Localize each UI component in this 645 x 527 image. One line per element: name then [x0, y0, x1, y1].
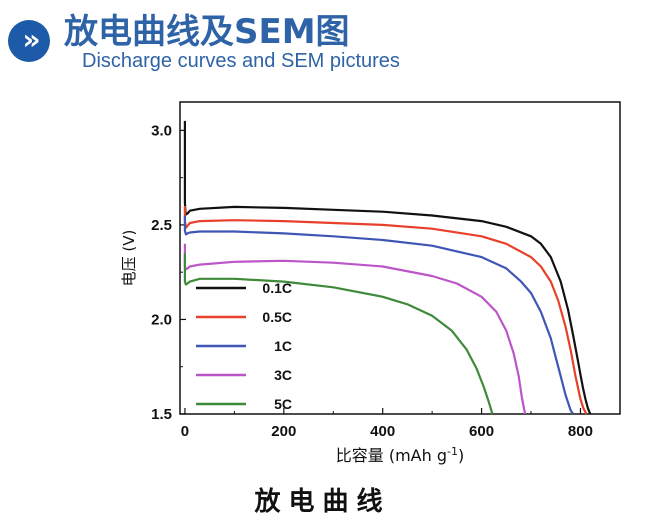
legend-label: 0.5C: [262, 309, 292, 325]
legend-label: 3C: [274, 367, 292, 383]
series-line-0.1C: [183, 120, 592, 415]
y-axis-label: 电压 (V): [120, 230, 138, 287]
x-axis-label: 比容量 (mAh g-1): [336, 445, 464, 465]
legend: 0.1C 0.5C 1C 3C 5C: [196, 280, 292, 412]
legend-label: 0.1C: [262, 280, 292, 296]
x-tick-label: 600: [469, 423, 494, 440]
discharge-chart: 0 200 400 600 800 1.5 2.0 2.5 3.0 0.1C 0.5C 1C 3C 5C…: [120, 101, 621, 465]
x-tick-label: 400: [370, 423, 395, 440]
figure-caption: 放电曲线: [254, 487, 391, 517]
axis-ticks: 0 200 400 600 800 1.5 2.0 2.5 3.0: [151, 122, 593, 440]
legend-label: 1C: [274, 338, 292, 354]
double-chevron-right-icon: »: [8, 20, 50, 62]
page-title: 放电曲线及SEM图: [64, 12, 350, 52]
page-subtitle: Discharge curves and SEM pictures: [82, 50, 400, 72]
series-lines: [183, 120, 592, 415]
series-line-5C: [183, 253, 494, 415]
legend-label: 5C: [274, 396, 292, 412]
plot-frame: [179, 101, 621, 415]
series-line-3C: [183, 243, 527, 415]
y-tick-label: 3.0: [151, 122, 172, 139]
x-tick-label: 0: [181, 423, 189, 440]
series-line-1C: [183, 215, 574, 415]
series-line-0.5C: [183, 206, 588, 415]
y-tick-label: 2.0: [151, 311, 172, 328]
header: » 放电曲线及SEM图 Discharge curves and SEM pic…: [0, 0, 645, 82]
y-tick-label: 1.5: [151, 406, 172, 423]
x-tick-label: 800: [568, 423, 593, 440]
y-tick-label: 2.5: [151, 217, 172, 234]
x-tick-label: 200: [271, 423, 296, 440]
